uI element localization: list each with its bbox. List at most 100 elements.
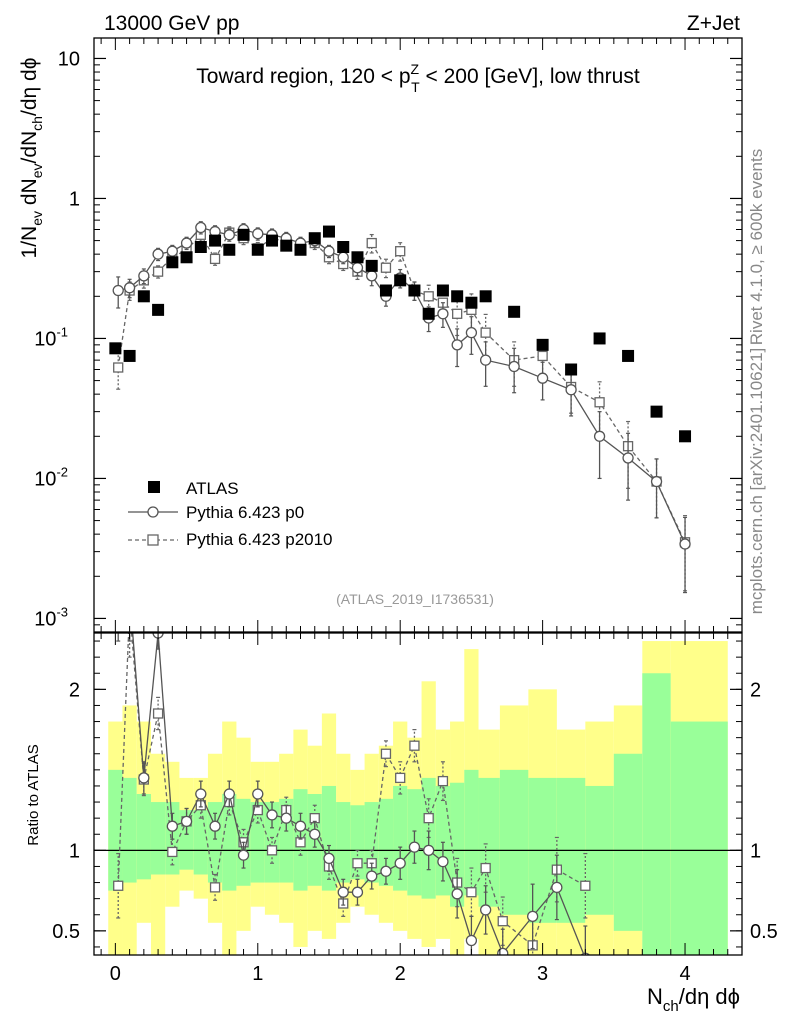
data-point-atlas — [251, 243, 264, 256]
y-tick-base: 10 — [34, 468, 56, 490]
ratio-ylabel: Ratio to ATLAS — [25, 744, 42, 845]
mc-point-pythia-6-423-p0 — [195, 221, 207, 234]
mc-point-pythia-6-423-p0 — [437, 308, 449, 320]
data-point-atlas — [394, 274, 407, 287]
mc-point-pythia-6-423-p2010 — [209, 882, 221, 893]
mc-point-pythia-6-423-p0 — [252, 788, 264, 800]
y-tick-label: 10-3 — [34, 604, 68, 630]
mc-point-pythia-6-423-p0 — [323, 245, 335, 257]
uncertainty-band-inner — [378, 798, 394, 886]
mc-point-pythia-6-423-p2010 — [395, 246, 406, 257]
data-point-atlas — [650, 405, 663, 418]
data-point-atlas — [436, 284, 449, 297]
data-point-atlas — [408, 284, 421, 297]
x-tick-label: 2 — [395, 963, 406, 985]
mc-point-pythia-6-423-p2010 — [409, 740, 420, 751]
data-point-atlas — [209, 234, 222, 247]
mc-point-pythia-6-423-p0 — [479, 904, 492, 916]
source-label: mcplots.cern.ch [arXiv:2401.10621] — [747, 348, 766, 614]
y-tick-base: 1 — [69, 188, 80, 210]
ratio-y-tick-label: 2 — [69, 679, 80, 701]
uncertainty-band-inner — [450, 782, 465, 907]
mc-point-pythia-6-423-p0 — [337, 886, 349, 898]
uncertainty-band-inner — [435, 785, 451, 896]
mc-point-pythia-6-423-p0 — [351, 886, 364, 898]
y-tick-label: 10-1 — [34, 324, 68, 350]
data-point-atlas — [479, 290, 492, 303]
mc-point-pythia-6-423-p0 — [113, 588, 123, 598]
title-sup: Z — [411, 61, 420, 77]
mc-point-pythia-6-423-p2010 — [209, 253, 221, 265]
mc-point-pythia-6-423-p0 — [408, 841, 421, 853]
uncertainty-band-inner — [193, 810, 208, 875]
energy-label: 13000 GeV pp — [104, 12, 239, 35]
data-point-atlas — [137, 290, 150, 303]
y-tick-base: 10 — [34, 328, 56, 350]
mc-point-pythia-6-423-p0 — [166, 245, 178, 257]
mc-point-pythia-6-423-p0 — [294, 820, 307, 832]
legend-marker-p2010 — [147, 534, 159, 546]
watermark: (ATLAS_2019_I1736531) — [336, 591, 494, 607]
uncertainty-band-inner — [336, 802, 351, 883]
mc-point-pythia-6-423-p2010 — [395, 772, 406, 784]
x-tick-label: 3 — [537, 963, 548, 985]
legend-marker-atlas — [148, 481, 160, 493]
data-point-atlas — [180, 251, 193, 264]
mc-point-pythia-6-423-p0 — [180, 815, 193, 828]
mc-point-pythia-6-423-p2010 — [580, 880, 591, 891]
process-label: Z+Jet — [687, 12, 740, 35]
data-point-atlas — [679, 430, 692, 443]
y-tick-exp: -3 — [56, 604, 68, 619]
mc-point-pythia-6-423-p2010 — [480, 862, 491, 874]
data-point-atlas — [152, 303, 165, 316]
mc-point-pythia-6-423-p0 — [526, 910, 539, 923]
data-point-atlas — [365, 259, 378, 272]
title-text-post: < 200 [GeV], low thrust — [420, 65, 640, 88]
data-point-atlas — [536, 338, 549, 351]
data-point-atlas — [294, 243, 307, 256]
y-tick-label: 1 — [69, 188, 80, 210]
mc-point-pythia-6-423-p0 — [465, 934, 478, 947]
mc-point-pythia-6-423-p0 — [366, 870, 378, 882]
x-tick-label: 0 — [110, 963, 121, 985]
rivet-label: Rivet 4.1.0, ≥ 600k events — [747, 149, 766, 345]
mc-point-pythia-6-423-p2010 — [380, 748, 392, 759]
mc-point-pythia-6-423-p0 — [423, 844, 435, 856]
mc-point-pythia-6-423-p0 — [465, 327, 478, 339]
mc-point-pythia-6-423-p0 — [593, 430, 606, 442]
mc-point-pythia-6-423-p0 — [252, 228, 264, 240]
mc-point-pythia-6-423-p0 — [166, 820, 178, 832]
mc-point-pythia-6-423-p2010 — [423, 291, 434, 302]
data-point-atlas — [322, 225, 335, 238]
mc-point-pythia-6-423-p2010 — [594, 397, 605, 408]
mc-point-pythia-6-423-p0 — [323, 852, 335, 865]
x-axis-label: Nch/dη dϕ — [647, 984, 740, 1015]
mc-point-pythia-6-423-p0 — [366, 270, 378, 282]
mc-point-pythia-6-423-p0 — [337, 251, 349, 263]
data-point-atlas — [508, 305, 521, 318]
data-point-atlas — [622, 349, 635, 362]
mc-point-pythia-6-423-p2010 — [125, 604, 134, 613]
ratio-y-tick-label-right: 1 — [750, 840, 761, 862]
mc-point-pythia-6-423-p0 — [351, 262, 364, 274]
mc-point-pythia-6-423-p0 — [497, 947, 509, 955]
legend-label-p0: Pythia 6.423 p0 — [186, 503, 304, 522]
data-point-atlas — [593, 332, 606, 345]
mc-point-pythia-6-423-p2010 — [266, 845, 278, 856]
data-point-atlas — [166, 256, 179, 269]
mc-point-pythia-6-423-p0 — [437, 855, 449, 868]
mc-point-pythia-6-423-p2010 — [113, 362, 124, 373]
main-title: Toward region, 120 < pZ T < 200 [GeV], lo… — [196, 61, 640, 95]
uncertainty-band-inner — [108, 769, 123, 891]
data-point-atlas — [308, 232, 321, 245]
y-tick-exp: -2 — [56, 464, 68, 479]
x-tick-label: 4 — [679, 963, 690, 985]
mc-point-pythia-6-423-p0 — [679, 538, 691, 550]
mc-point-pythia-6-423-p2010 — [113, 880, 124, 891]
series-line-pythia-6-423-p2010 — [117, 231, 686, 543]
mc-point-pythia-6-423-p0 — [280, 812, 292, 824]
mc-point-pythia-6-423-p0 — [223, 788, 235, 800]
mc-point-pythia-6-423-p0 — [123, 282, 136, 294]
